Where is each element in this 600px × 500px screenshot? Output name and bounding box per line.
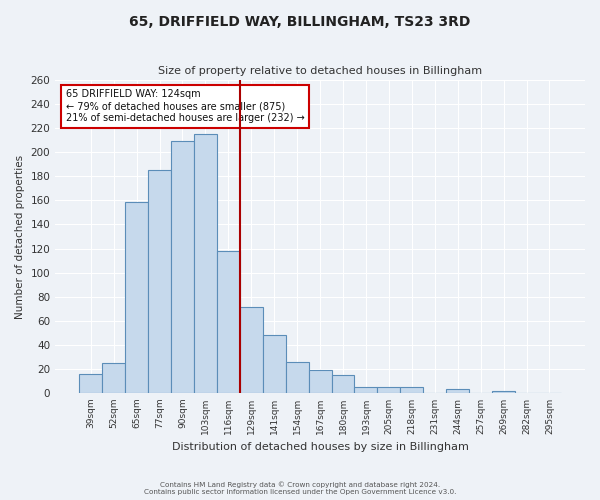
Bar [446, 390, 469, 393]
Bar [79, 374, 102, 393]
Bar [400, 387, 423, 393]
Bar [492, 390, 515, 393]
Bar [102, 363, 125, 393]
Bar [263, 335, 286, 393]
Title: Size of property relative to detached houses in Billingham: Size of property relative to detached ho… [158, 66, 482, 76]
X-axis label: Distribution of detached houses by size in Billingham: Distribution of detached houses by size … [172, 442, 469, 452]
Bar [332, 375, 355, 393]
Bar [240, 308, 263, 393]
Bar [355, 387, 377, 393]
Bar [125, 202, 148, 393]
Bar [171, 142, 194, 393]
Bar [148, 170, 171, 393]
Bar [217, 251, 240, 393]
Text: 65 DRIFFIELD WAY: 124sqm
← 79% of detached houses are smaller (875)
21% of semi-: 65 DRIFFIELD WAY: 124sqm ← 79% of detach… [66, 90, 305, 122]
Bar [377, 387, 400, 393]
Text: Contains HM Land Registry data © Crown copyright and database right 2024.
Contai: Contains HM Land Registry data © Crown c… [144, 482, 456, 495]
Bar [286, 362, 308, 393]
Bar [194, 134, 217, 393]
Y-axis label: Number of detached properties: Number of detached properties [15, 154, 25, 318]
Bar [308, 370, 332, 393]
Text: 65, DRIFFIELD WAY, BILLINGHAM, TS23 3RD: 65, DRIFFIELD WAY, BILLINGHAM, TS23 3RD [130, 15, 470, 29]
